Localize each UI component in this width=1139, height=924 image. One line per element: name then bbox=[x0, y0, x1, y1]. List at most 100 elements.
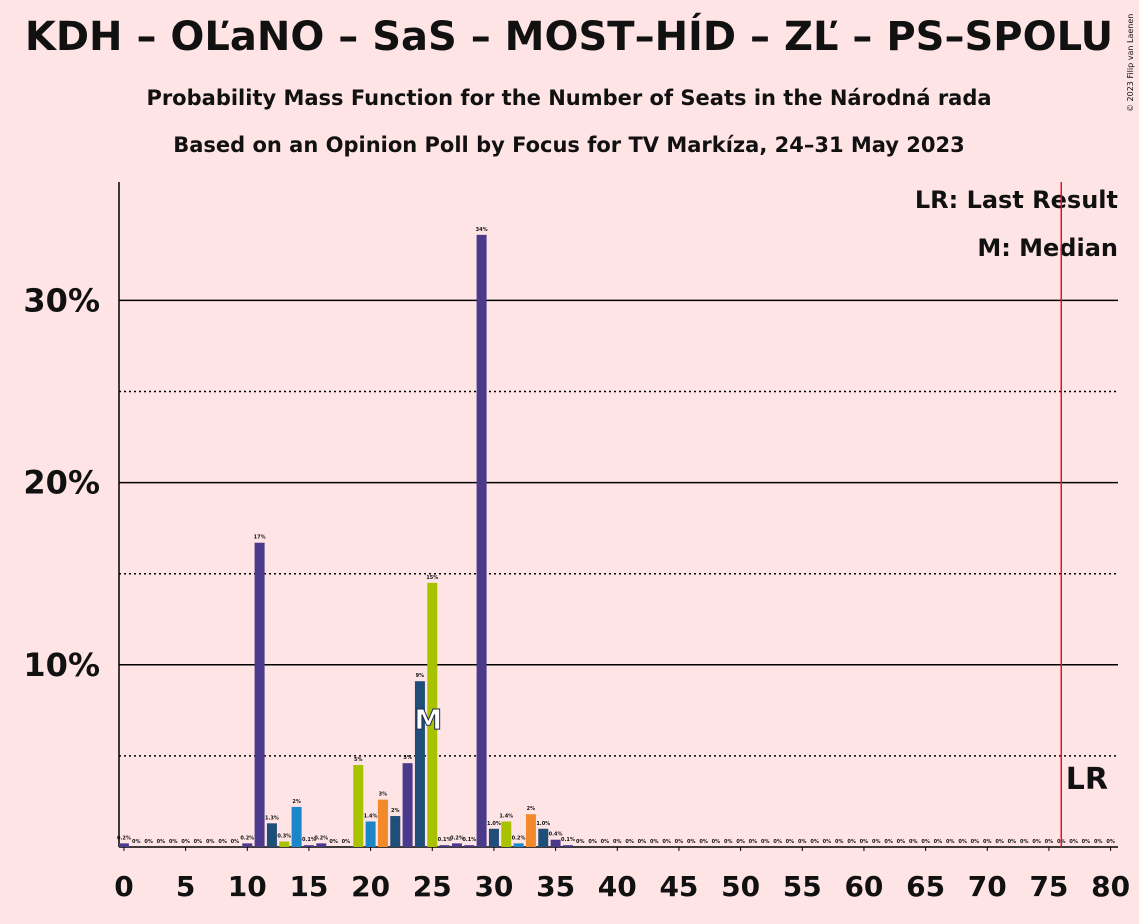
value-label: 0% bbox=[1082, 839, 1091, 845]
value-label: 0% bbox=[995, 839, 1004, 845]
value-label: 0% bbox=[662, 839, 671, 845]
value-label: 0% bbox=[724, 839, 733, 845]
bar bbox=[488, 828, 499, 847]
bar bbox=[402, 763, 413, 847]
value-label: 0.1% bbox=[438, 837, 452, 843]
bar bbox=[118, 843, 129, 847]
value-label: 0% bbox=[588, 839, 597, 845]
x-tick-label: 80 bbox=[1091, 870, 1130, 903]
value-label: 0% bbox=[847, 839, 856, 845]
value-label: 0% bbox=[921, 839, 930, 845]
value-label: 0.1% bbox=[561, 837, 575, 843]
x-tick-label: 60 bbox=[844, 870, 883, 903]
value-label: 0% bbox=[1020, 839, 1029, 845]
value-label: 0% bbox=[1008, 839, 1017, 845]
bar bbox=[439, 845, 450, 847]
value-label: 0% bbox=[231, 839, 240, 845]
last-result-label: LR bbox=[1066, 762, 1108, 797]
value-label: 1.4% bbox=[364, 813, 378, 819]
value-label: 0% bbox=[773, 839, 782, 845]
value-label: 1.0% bbox=[536, 821, 550, 827]
value-label: 5% bbox=[403, 755, 412, 761]
value-label: 0.3% bbox=[277, 834, 291, 840]
value-label: 5% bbox=[354, 757, 363, 763]
bar bbox=[513, 843, 524, 847]
value-label: 0% bbox=[675, 839, 684, 845]
value-label: 1.4% bbox=[499, 813, 513, 819]
value-label: 0% bbox=[872, 839, 881, 845]
value-label: 0% bbox=[1045, 839, 1054, 845]
value-label: 1.0% bbox=[487, 821, 501, 827]
bar bbox=[377, 799, 388, 847]
value-label: 0% bbox=[613, 839, 622, 845]
x-tick-label: 50 bbox=[721, 870, 760, 903]
bar bbox=[390, 816, 401, 847]
value-label: 0% bbox=[576, 839, 585, 845]
value-label: 2% bbox=[527, 806, 536, 812]
value-label: 0% bbox=[625, 839, 634, 845]
copyright: © 2023 Filip van Laenen bbox=[1126, 14, 1135, 112]
bar bbox=[266, 823, 277, 847]
bar bbox=[464, 845, 475, 847]
bar bbox=[427, 582, 438, 847]
median-label: M bbox=[414, 703, 442, 736]
value-label: 0% bbox=[736, 839, 745, 845]
value-label: 0% bbox=[860, 839, 869, 845]
value-label: 0% bbox=[712, 839, 721, 845]
legend-entry: LR: Last Result bbox=[915, 186, 1118, 214]
chart-subtitle: Probability Mass Function for the Number… bbox=[146, 86, 991, 110]
value-label: 0.2% bbox=[450, 835, 464, 841]
value-label: 3% bbox=[379, 792, 388, 798]
legend-entry: M: Median bbox=[977, 234, 1118, 262]
bar bbox=[476, 234, 487, 847]
value-label: 0% bbox=[1106, 839, 1115, 845]
value-label: 0.2% bbox=[314, 835, 328, 841]
value-label: 17% bbox=[254, 535, 266, 541]
bar bbox=[279, 841, 290, 847]
value-label: 0% bbox=[971, 839, 980, 845]
bar bbox=[353, 765, 364, 847]
value-label: 0% bbox=[786, 839, 795, 845]
x-tick-label: 25 bbox=[413, 870, 452, 903]
value-label: 0% bbox=[132, 839, 141, 845]
value-label: 34% bbox=[476, 227, 488, 233]
bar bbox=[451, 843, 462, 847]
x-tick-label: 15 bbox=[289, 870, 328, 903]
value-label: 0% bbox=[699, 839, 708, 845]
bar bbox=[303, 845, 314, 847]
value-label: 0.2% bbox=[117, 835, 131, 841]
value-label: 0% bbox=[958, 839, 967, 845]
bar bbox=[316, 843, 327, 847]
value-label: 15% bbox=[426, 575, 438, 581]
value-label: 0% bbox=[934, 839, 943, 845]
value-label: 0% bbox=[144, 839, 153, 845]
x-tick-label: 75 bbox=[1029, 870, 1068, 903]
value-label: 0% bbox=[169, 839, 178, 845]
value-label: 0% bbox=[1094, 839, 1103, 845]
value-label: 0% bbox=[181, 839, 190, 845]
y-tick-label: 10% bbox=[23, 646, 100, 684]
value-label: 9% bbox=[416, 673, 425, 679]
value-label: 0% bbox=[798, 839, 807, 845]
x-tick-label: 70 bbox=[968, 870, 1007, 903]
bar bbox=[525, 814, 536, 847]
x-tick-label: 65 bbox=[906, 870, 945, 903]
value-label: 0% bbox=[884, 839, 893, 845]
x-tick-label: 35 bbox=[536, 870, 575, 903]
x-tick-label: 30 bbox=[474, 870, 513, 903]
value-label: 0% bbox=[206, 839, 215, 845]
bar bbox=[291, 806, 302, 847]
value-label: 0.1% bbox=[462, 837, 476, 843]
value-label: 0.1% bbox=[302, 837, 316, 843]
value-label: 2% bbox=[292, 799, 301, 805]
x-tick-label: 45 bbox=[659, 870, 698, 903]
y-tick-label: 30% bbox=[23, 281, 100, 319]
value-label: 0% bbox=[342, 839, 351, 845]
bar bbox=[254, 542, 265, 847]
bar bbox=[562, 845, 573, 847]
value-label: 0% bbox=[823, 839, 832, 845]
x-tick-label: 20 bbox=[351, 870, 390, 903]
value-label: 0% bbox=[687, 839, 696, 845]
x-tick-label: 10 bbox=[228, 870, 267, 903]
